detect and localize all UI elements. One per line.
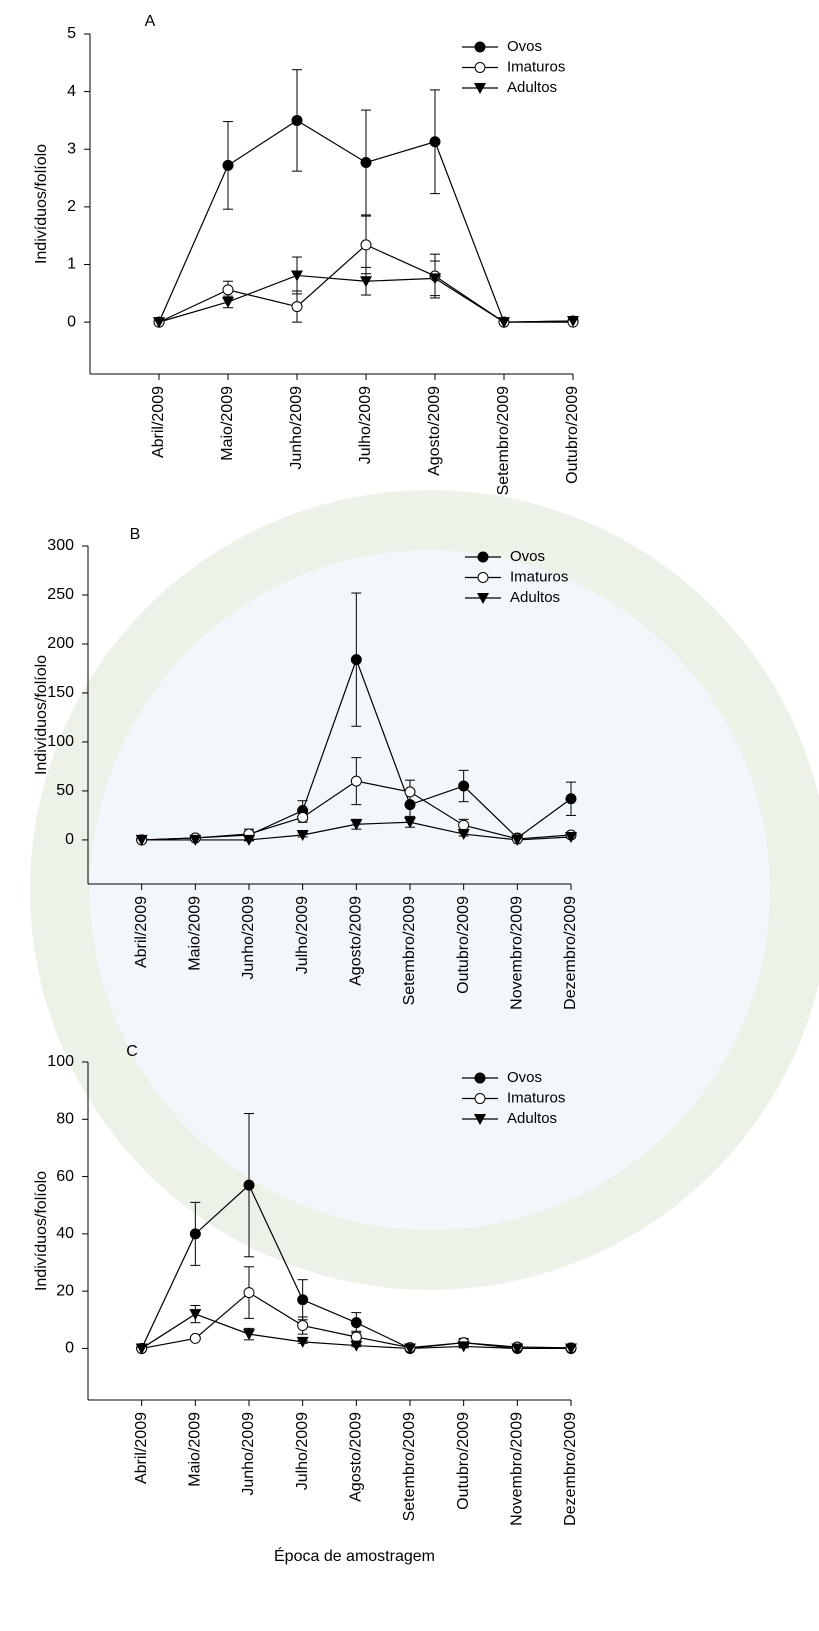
x-tick-label: Junho/2009 <box>240 896 257 980</box>
x-tick-label: Agosto/2009 <box>348 1412 365 1502</box>
watermark <box>30 490 819 1290</box>
x-tick-label: Novembro/2009 <box>509 896 526 1010</box>
marker <box>298 812 308 822</box>
y-tick-label: 200 <box>47 635 74 652</box>
x-axis-title: Época de amostragem <box>274 1546 435 1565</box>
marker <box>292 115 302 125</box>
y-tick-label: 20 <box>56 1282 74 1299</box>
legend-label: Ovos <box>507 1069 542 1086</box>
x-tick-label: Maio/2009 <box>187 896 204 971</box>
x-tick-label: Junho/2009 <box>288 386 305 470</box>
y-tick-label: 100 <box>47 733 74 750</box>
marker <box>405 800 415 810</box>
y-axis-title: Indivíduos/folíolo <box>33 144 50 264</box>
legend-label: Adultos <box>507 1110 557 1127</box>
x-tick-label: Setembro/2009 <box>495 386 512 496</box>
y-tick-label: 0 <box>65 831 74 848</box>
y-axis-title: Indivíduos/folíolo <box>33 1171 50 1291</box>
y-tick-label: 250 <box>47 586 74 603</box>
marker <box>405 787 415 797</box>
marker <box>190 1229 200 1239</box>
x-tick-label: Dezembro/2009 <box>562 1412 579 1526</box>
x-tick-label: Abril/2009 <box>133 1412 150 1484</box>
marker <box>478 573 488 583</box>
marker <box>361 158 371 168</box>
marker <box>430 137 440 147</box>
y-tick-label: 2 <box>67 198 76 215</box>
legend-label: Adultos <box>510 589 560 606</box>
x-tick-label: Abril/2009 <box>150 386 167 458</box>
legend-label: Ovos <box>510 548 545 565</box>
marker <box>244 1288 254 1298</box>
y-tick-label: 3 <box>67 140 76 157</box>
marker <box>475 63 485 73</box>
marker <box>292 302 302 312</box>
marker <box>223 160 233 170</box>
x-tick-label: Agosto/2009 <box>348 896 365 986</box>
y-axis-title: Indivíduos/folíolo <box>33 655 50 775</box>
marker <box>361 240 371 250</box>
marker <box>298 1295 308 1305</box>
y-tick-label: 0 <box>65 1340 74 1357</box>
x-tick-label: Maio/2009 <box>219 386 236 461</box>
y-tick-label: 300 <box>47 537 74 554</box>
marker <box>222 297 234 308</box>
marker <box>351 655 361 665</box>
x-tick-label: Setembro/2009 <box>401 1412 418 1522</box>
y-tick-label: 1 <box>67 256 76 273</box>
y-tick-label: 40 <box>56 1225 74 1242</box>
marker <box>298 1321 308 1331</box>
legend-label: Imaturos <box>510 568 568 585</box>
y-tick-label: 50 <box>56 782 74 799</box>
marker <box>475 1094 485 1104</box>
x-tick-label: Outubro/2009 <box>455 1412 472 1510</box>
panel-label: A <box>145 13 156 30</box>
x-tick-label: Novembro/2009 <box>509 1412 526 1526</box>
x-tick-label: Outubro/2009 <box>455 896 472 994</box>
x-tick-label: Agosto/2009 <box>426 386 443 476</box>
y-tick-label: 100 <box>47 1053 74 1070</box>
x-tick-label: Outubro/2009 <box>564 386 581 484</box>
x-tick-label: Junho/2009 <box>240 1412 257 1496</box>
marker <box>351 776 361 786</box>
marker <box>566 794 576 804</box>
x-tick-label: Abril/2009 <box>133 896 150 968</box>
x-tick-label: Julho/2009 <box>294 896 311 974</box>
y-tick-label: 0 <box>67 313 76 330</box>
y-tick-label: 80 <box>56 1111 74 1128</box>
marker <box>475 42 485 52</box>
y-tick-label: 150 <box>47 684 74 701</box>
marker <box>459 781 469 791</box>
y-tick-label: 4 <box>67 83 76 100</box>
figure: A Indivíduos/folíolo 0 1 2 3 4 5 Abril/2009 Maio/… <box>0 0 819 1631</box>
x-tick-label: Julho/2009 <box>294 1412 311 1490</box>
legend-label: Ovos <box>507 38 542 55</box>
legend-label: Adultos <box>507 79 557 96</box>
x-tick-label: Julho/2009 <box>357 386 374 464</box>
panel-label: B <box>130 526 141 543</box>
marker <box>478 552 488 562</box>
marker <box>351 1318 361 1328</box>
marker <box>360 276 372 287</box>
x-tick-label: Maio/2009 <box>187 1412 204 1487</box>
x-tick-label: Dezembro/2009 <box>562 896 579 1010</box>
x-tick-label: Setembro/2009 <box>401 896 418 1006</box>
panel-label: C <box>126 1043 138 1060</box>
y-tick-label: 5 <box>67 25 76 42</box>
y-tick-label: 60 <box>56 1168 74 1185</box>
marker <box>459 820 469 830</box>
marker <box>223 285 233 295</box>
marker <box>244 1180 254 1190</box>
marker <box>190 1333 200 1343</box>
legend-label: Imaturos <box>507 1089 565 1106</box>
marker <box>189 1309 201 1320</box>
marker <box>351 1332 361 1342</box>
marker <box>475 1073 485 1083</box>
legend-label: Imaturos <box>507 58 565 75</box>
